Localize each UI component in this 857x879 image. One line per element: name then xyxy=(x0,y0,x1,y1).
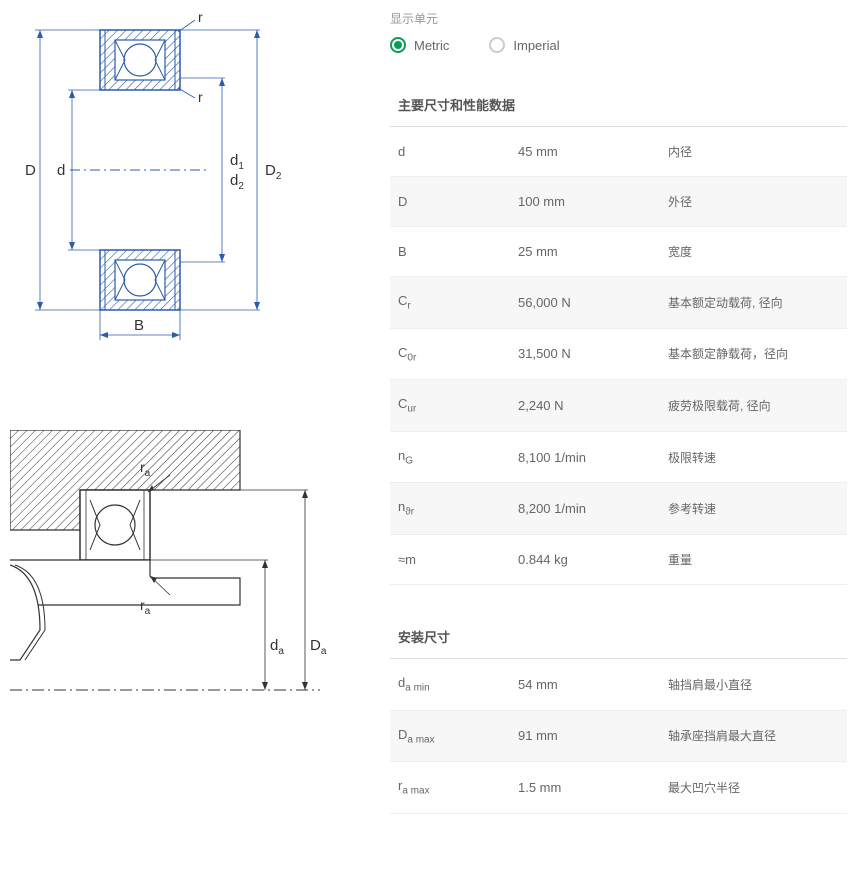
row-symbol: da min xyxy=(398,675,518,694)
row-description: 内径 xyxy=(668,143,839,160)
data-row: ≈m0.844 kg重量 xyxy=(390,535,847,585)
row-symbol: D xyxy=(398,194,518,209)
data-row: nG8,100 1/min极限转速 xyxy=(390,432,847,484)
row-description: 宽度 xyxy=(668,243,839,260)
svg-text:D2: D2 xyxy=(265,162,282,182)
section-title: 安装尺寸 xyxy=(390,615,847,659)
data-row: Cr56,000 N基本额定动载荷, 径向 xyxy=(390,277,847,329)
dim-B: B xyxy=(134,317,144,334)
row-description: 基本额定静载荷，径向 xyxy=(668,345,839,362)
row-value: 56,000 N xyxy=(518,295,668,310)
row-description: 轴承座挡肩最大直径 xyxy=(668,727,839,744)
row-symbol: d xyxy=(398,144,518,159)
row-description: 最大凹穴半径 xyxy=(668,779,839,796)
data-row: nϑr8,200 1/min参考转速 xyxy=(390,483,847,535)
row-description: 基本额定动载荷, 径向 xyxy=(668,294,839,311)
svg-text:d1: d1 xyxy=(230,152,244,172)
row-value: 91 mm xyxy=(518,728,668,743)
diagrams-column: D d d1 d2 xyxy=(10,10,370,844)
row-symbol: ra max xyxy=(398,778,518,797)
row-symbol: Da max xyxy=(398,727,518,746)
row-symbol: B xyxy=(398,244,518,259)
data-row: D100 mm外径 xyxy=(390,177,847,227)
row-symbol: Cr xyxy=(398,293,518,312)
row-value: 100 mm xyxy=(518,194,668,209)
row-symbol: Cur xyxy=(398,396,518,415)
unit-label: 显示单元 xyxy=(390,10,847,27)
data-row: B25 mm宽度 xyxy=(390,227,847,277)
data-column: 显示单元 Metric Imperial 主要尺寸和性能数据d45 mm内径D1… xyxy=(370,10,847,844)
row-value: 8,100 1/min xyxy=(518,450,668,465)
row-value: 1.5 mm xyxy=(518,780,668,795)
imperial-radio[interactable]: Imperial xyxy=(489,37,559,53)
data-row: Cur2,240 N疲劳极限载荷, 径向 xyxy=(390,380,847,432)
row-description: 极限转速 xyxy=(668,449,839,466)
row-description: 轴挡肩最小直径 xyxy=(668,676,839,693)
metric-radio[interactable]: Metric xyxy=(390,37,449,53)
dim-d: d xyxy=(57,162,65,179)
section-title: 主要尺寸和性能数据 xyxy=(390,83,847,127)
row-symbol: C0r xyxy=(398,345,518,364)
row-value: 31,500 N xyxy=(518,346,668,361)
row-value: 45 mm xyxy=(518,144,668,159)
data-row: d45 mm内径 xyxy=(390,127,847,177)
row-description: 外径 xyxy=(668,193,839,210)
row-description: 疲劳极限载荷, 径向 xyxy=(668,397,839,414)
row-symbol: ≈m xyxy=(398,552,518,567)
radio-selected-icon xyxy=(390,37,406,53)
dim-D: D xyxy=(25,162,36,179)
data-row: C0r31,500 N基本额定静载荷，径向 xyxy=(390,329,847,381)
row-symbol: nG xyxy=(398,448,518,467)
row-value: 25 mm xyxy=(518,244,668,259)
radio-unselected-icon xyxy=(489,37,505,53)
row-description: 参考转速 xyxy=(668,500,839,517)
row-description: 重量 xyxy=(668,551,839,568)
imperial-label: Imperial xyxy=(513,38,559,53)
mounting-diagram: ra ra da Da xyxy=(10,430,350,710)
bearing-cross-section-diagram: D d d1 d2 xyxy=(10,10,350,350)
dim-r1: r xyxy=(198,10,203,25)
svg-text:Da: Da xyxy=(310,637,327,657)
row-value: 0.844 kg xyxy=(518,552,668,567)
data-row: Da max91 mm轴承座挡肩最大直径 xyxy=(390,711,847,763)
dim-r2: r xyxy=(198,89,203,105)
svg-text:da: da xyxy=(270,637,284,657)
metric-label: Metric xyxy=(414,38,449,53)
svg-text:d2: d2 xyxy=(230,172,244,192)
row-value: 8,200 1/min xyxy=(518,501,668,516)
row-value: 2,240 N xyxy=(518,398,668,413)
row-value: 54 mm xyxy=(518,677,668,692)
data-row: da min54 mm轴挡肩最小直径 xyxy=(390,659,847,711)
data-row: ra max1.5 mm最大凹穴半径 xyxy=(390,762,847,814)
row-symbol: nϑr xyxy=(398,499,518,518)
unit-radio-group: Metric Imperial xyxy=(390,37,847,53)
